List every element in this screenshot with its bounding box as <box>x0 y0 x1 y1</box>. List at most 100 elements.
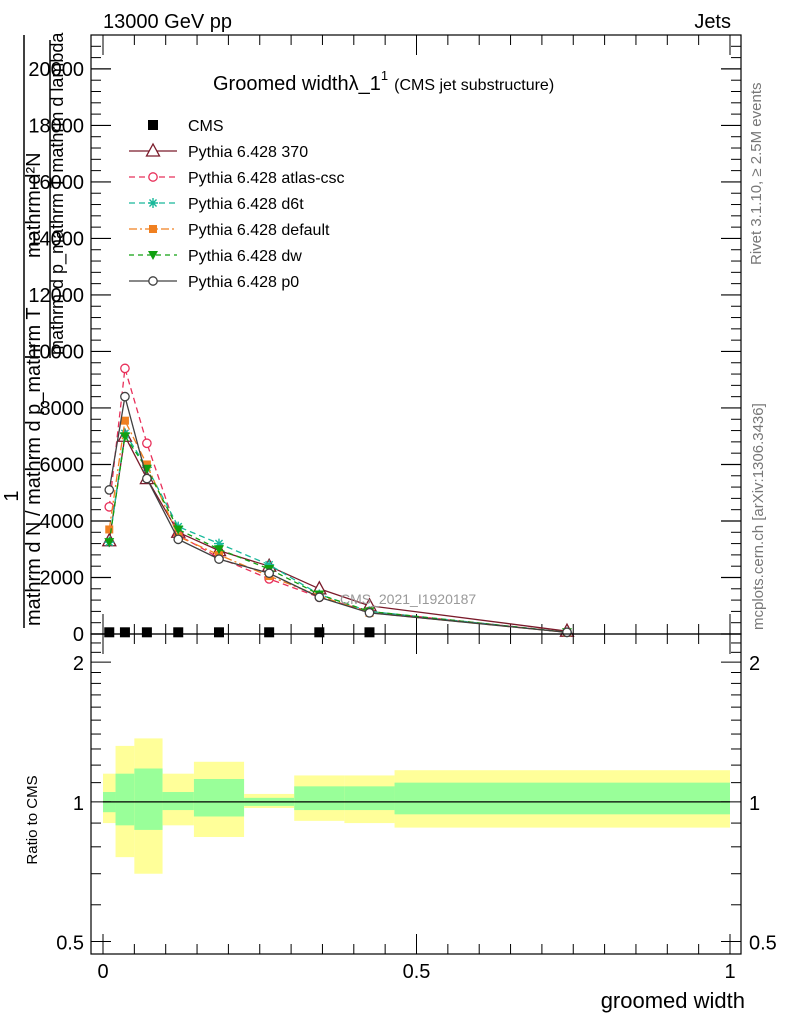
series-line <box>108 434 568 633</box>
y-tick-label: 18000 <box>28 115 84 137</box>
data-point <box>264 559 275 570</box>
data-point <box>148 276 158 286</box>
data-point <box>148 172 158 182</box>
legend-label: Pythia 6.428 dw <box>188 248 302 265</box>
main-ticks: 0 2000 4000 6000 8000 10000 12000 14000 16000 180… <box>28 35 741 646</box>
ratio-tick-label-right: 2 <box>749 653 760 675</box>
ratio-band-inner <box>344 786 395 811</box>
data-point <box>104 485 115 495</box>
ratio-tick-label-right: 0.5 <box>749 933 777 955</box>
ylabel-numerator: mathrm d²N <box>23 152 45 258</box>
data-point <box>173 627 184 638</box>
y-tick-label: 6000 <box>40 454 85 476</box>
x-ticklabels: 0 0.5 1 <box>97 961 735 983</box>
series-line <box>108 396 568 633</box>
series-dw <box>104 432 572 638</box>
legend-label: Pythia 6.428 p0 <box>188 274 299 291</box>
legend: CMS Pythia 6.428 370 Pythia 6.428 atlas-cs… <box>129 118 345 291</box>
main-panel: 0 2000 4000 6000 8000 10000 12000 14000 16000 180… <box>28 34 742 646</box>
legend-label: Pythia 6.428 atlas-csc <box>188 170 345 187</box>
data-point <box>314 592 325 603</box>
data-point <box>142 473 152 484</box>
data-point <box>148 120 158 130</box>
data-point <box>264 627 275 638</box>
y-tick-label: 16000 <box>28 172 84 194</box>
ratio-panel: 0.5 0.5 1 1 2 2 Ratio to CMS <box>24 633 777 955</box>
ratio-tick-label-right: 1 <box>749 793 760 815</box>
series-cms <box>104 627 375 638</box>
data-point <box>141 627 152 638</box>
x-tick-label: 1 <box>724 961 735 983</box>
data-point <box>149 225 157 233</box>
ratio-band-inner <box>294 786 345 811</box>
data-point <box>105 525 114 534</box>
data-point <box>364 627 375 638</box>
y-tick-label: 4000 <box>40 511 85 533</box>
rivet-label: Rivet 3.1.10, ≥ 2.5M events <box>748 83 765 266</box>
legend-entry-d6t: Pythia 6.428 d6t <box>129 196 304 213</box>
ratio-band-inner <box>193 779 245 817</box>
title-main: Groomed widthλ_1 <box>213 73 381 95</box>
y-tick-label: 20000 <box>28 59 84 81</box>
y-tick-label: 2000 <box>40 567 85 589</box>
legend-entry-dw: Pythia 6.428 dw <box>129 248 302 265</box>
data-point <box>148 251 158 260</box>
series-line <box>108 368 568 633</box>
plot-title: Groomed widthλ_11 (CMS jet substructure) <box>213 68 554 95</box>
y-tick-label: 0 <box>73 624 84 646</box>
data-point <box>145 142 161 157</box>
y-tick-label: 12000 <box>28 285 84 307</box>
data-point <box>104 627 115 638</box>
x-axis-label: groomed width <box>601 988 745 1013</box>
legend-label: CMS <box>188 118 224 135</box>
legend-label: Pythia 6.428 default <box>188 222 330 239</box>
data-point <box>120 363 130 374</box>
data-point <box>314 627 325 638</box>
legend-entry-p0: Pythia 6.428 p0 <box>129 274 299 291</box>
svg-text:Groomed widthλ_11(CMS jet subs: Groomed widthλ_11 (CMS jet substructure) <box>213 68 554 95</box>
watermark: CMS_2021_I1920187 <box>340 591 476 607</box>
data-point <box>173 534 184 545</box>
data-point <box>104 538 115 548</box>
data-point <box>213 538 224 549</box>
ratio-band-inner <box>394 782 730 815</box>
data-point <box>264 568 275 579</box>
title-sup: 1 <box>381 68 388 83</box>
legend-entry-default: Pythia 6.428 default <box>129 222 330 239</box>
legend-label: Pythia 6.428 370 <box>188 144 308 161</box>
ratio-band-inner <box>115 773 135 826</box>
data-point <box>119 432 130 442</box>
data-point <box>119 627 130 638</box>
ylabel-normalisation: mathrm d N / mathrm d p_mathrm T <box>23 307 45 626</box>
data-point <box>148 198 158 208</box>
header-left: 13000 GeV pp <box>103 11 232 33</box>
title-sub: (CMS jet substructure) <box>394 77 554 94</box>
data-point <box>173 525 184 535</box>
main-ylabel: mathrm d²N mathrm d p_mathrm T mathrm d … <box>1 32 68 628</box>
data-point <box>214 554 224 564</box>
ratio-band-inner <box>134 768 163 830</box>
data-point <box>142 438 152 449</box>
legend-entry-cms: CMS <box>148 118 224 135</box>
ratio-ticks: 0.5 0.5 1 1 2 2 <box>56 634 777 955</box>
mcplots-label: mcplots.cern.ch [arXiv:1306.3436] <box>750 403 767 630</box>
data-point <box>104 502 115 512</box>
legend-entry-p370: Pythia 6.428 370 <box>129 142 308 161</box>
ylabel-one: 1 <box>1 490 23 501</box>
legend-entry-atlas: Pythia 6.428 atlas-csc <box>129 170 345 187</box>
ratio-tick-label: 0.5 <box>56 933 84 955</box>
series-p370 <box>101 427 575 637</box>
x-tick-label: 0.5 <box>403 961 431 983</box>
legend-label: Pythia 6.428 d6t <box>188 196 304 213</box>
y-tick-label: 8000 <box>40 398 85 420</box>
ratio-bands <box>103 738 730 874</box>
ratio-tick-label: 1 <box>73 793 84 815</box>
data-point <box>120 391 130 402</box>
y-tick-label: 14000 <box>28 228 84 250</box>
data-point <box>120 416 129 425</box>
data-point <box>213 627 224 638</box>
x-tick-label: 0 <box>97 961 108 983</box>
header-right: Jets <box>694 11 731 33</box>
data-point <box>142 460 151 469</box>
y-tick-label: 10000 <box>28 341 84 363</box>
